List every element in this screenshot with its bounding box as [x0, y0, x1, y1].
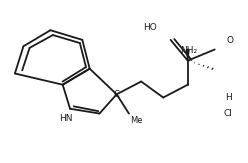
Text: C: C — [114, 90, 120, 99]
Text: Me: Me — [130, 116, 143, 125]
Text: HN: HN — [60, 114, 73, 123]
Polygon shape — [186, 49, 189, 61]
Text: H: H — [225, 93, 232, 102]
Text: HO: HO — [143, 23, 157, 32]
Text: O: O — [227, 36, 234, 45]
Text: Cl: Cl — [224, 109, 233, 118]
Text: NH₂: NH₂ — [181, 46, 198, 55]
